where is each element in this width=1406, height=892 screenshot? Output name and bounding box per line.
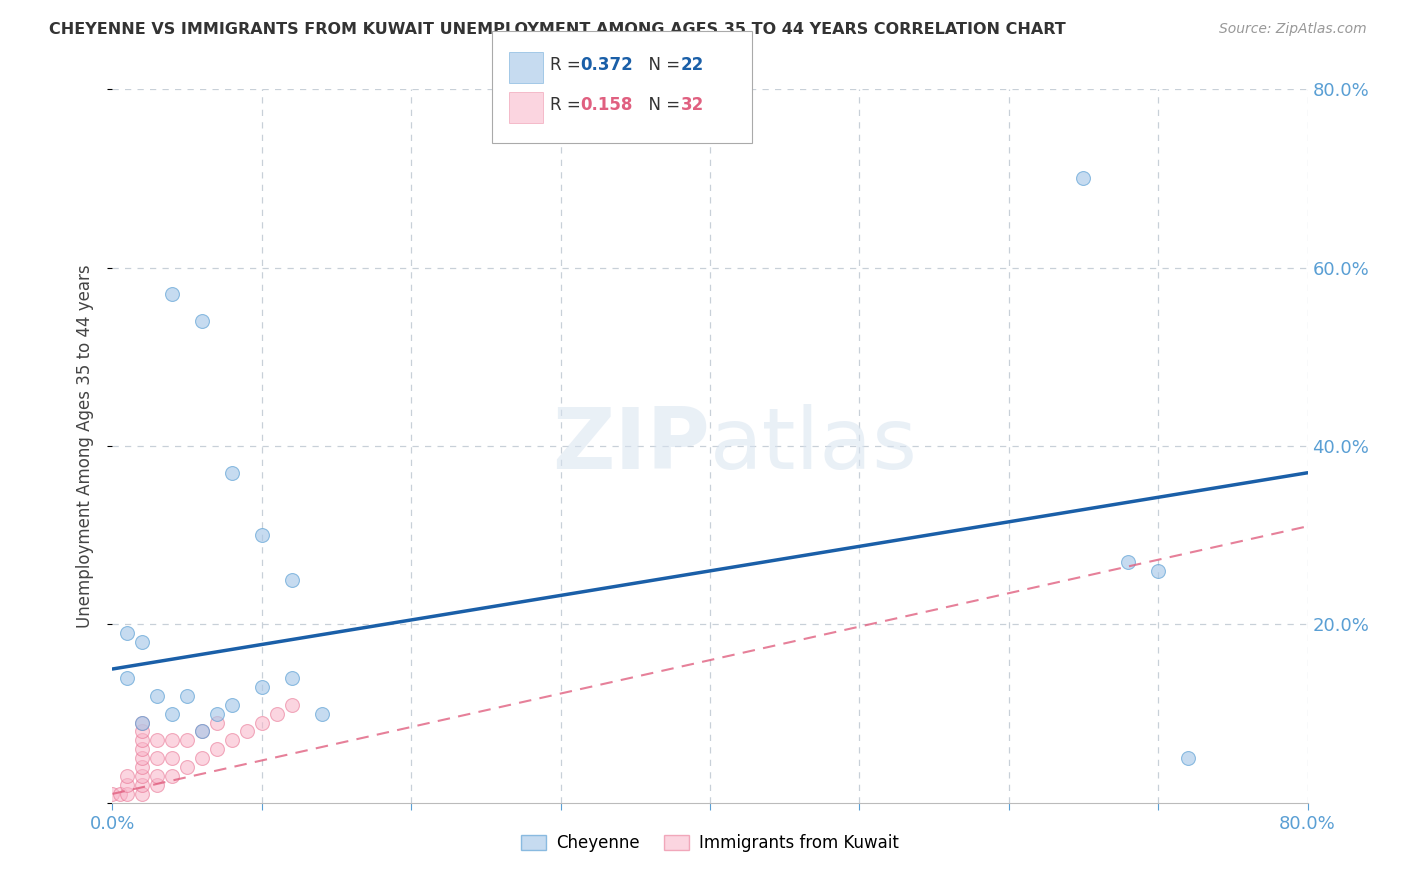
Text: CHEYENNE VS IMMIGRANTS FROM KUWAIT UNEMPLOYMENT AMONG AGES 35 TO 44 YEARS CORREL: CHEYENNE VS IMMIGRANTS FROM KUWAIT UNEMP… bbox=[49, 22, 1066, 37]
Text: atlas: atlas bbox=[710, 404, 918, 488]
Point bbox=[221, 733, 243, 747]
Point bbox=[221, 698, 243, 712]
Point bbox=[131, 742, 153, 756]
Point bbox=[176, 760, 198, 774]
Point bbox=[205, 742, 228, 756]
Point bbox=[117, 671, 139, 685]
Point bbox=[1073, 171, 1095, 186]
Point bbox=[146, 733, 169, 747]
Text: 32: 32 bbox=[681, 96, 704, 114]
Point bbox=[146, 751, 169, 765]
Text: R =: R = bbox=[550, 56, 586, 74]
Point bbox=[281, 671, 304, 685]
Point bbox=[311, 706, 333, 721]
Point bbox=[131, 787, 153, 801]
Point bbox=[221, 466, 243, 480]
Point bbox=[131, 778, 153, 792]
Point bbox=[250, 528, 273, 542]
Point bbox=[1177, 751, 1199, 765]
Point bbox=[1118, 555, 1140, 569]
Point bbox=[131, 715, 153, 730]
Point bbox=[162, 706, 183, 721]
Point bbox=[250, 715, 273, 730]
Point bbox=[131, 635, 153, 649]
Point bbox=[162, 287, 183, 301]
Point bbox=[191, 724, 214, 739]
Point bbox=[131, 724, 153, 739]
Point bbox=[281, 698, 304, 712]
Point bbox=[205, 715, 228, 730]
Point bbox=[1147, 564, 1170, 578]
Point bbox=[146, 778, 169, 792]
Text: ZIP: ZIP bbox=[553, 404, 710, 488]
Point bbox=[162, 733, 183, 747]
Point bbox=[131, 733, 153, 747]
Point bbox=[266, 706, 288, 721]
Point bbox=[236, 724, 259, 739]
Point bbox=[191, 314, 214, 328]
Point bbox=[131, 760, 153, 774]
Point bbox=[131, 751, 153, 765]
Text: N =: N = bbox=[638, 56, 686, 74]
Point bbox=[117, 769, 139, 783]
Point bbox=[146, 769, 169, 783]
Point bbox=[117, 787, 139, 801]
Text: Source: ZipAtlas.com: Source: ZipAtlas.com bbox=[1219, 22, 1367, 37]
Point bbox=[281, 573, 304, 587]
Point bbox=[162, 751, 183, 765]
Point bbox=[176, 689, 198, 703]
Legend: Cheyenne, Immigrants from Kuwait: Cheyenne, Immigrants from Kuwait bbox=[515, 828, 905, 859]
Point bbox=[108, 787, 131, 801]
Point bbox=[131, 715, 153, 730]
Text: N =: N = bbox=[638, 96, 686, 114]
Point bbox=[250, 680, 273, 694]
Point bbox=[146, 689, 169, 703]
Point bbox=[191, 724, 214, 739]
Point bbox=[101, 787, 124, 801]
Point bbox=[191, 751, 214, 765]
Point bbox=[176, 733, 198, 747]
Point bbox=[117, 626, 139, 640]
Point bbox=[162, 769, 183, 783]
Text: 22: 22 bbox=[681, 56, 704, 74]
Text: 0.158: 0.158 bbox=[581, 96, 633, 114]
Y-axis label: Unemployment Among Ages 35 to 44 years: Unemployment Among Ages 35 to 44 years bbox=[76, 264, 94, 628]
Point bbox=[117, 778, 139, 792]
Point bbox=[205, 706, 228, 721]
Point bbox=[131, 769, 153, 783]
Text: R =: R = bbox=[550, 96, 586, 114]
Text: 0.372: 0.372 bbox=[581, 56, 634, 74]
